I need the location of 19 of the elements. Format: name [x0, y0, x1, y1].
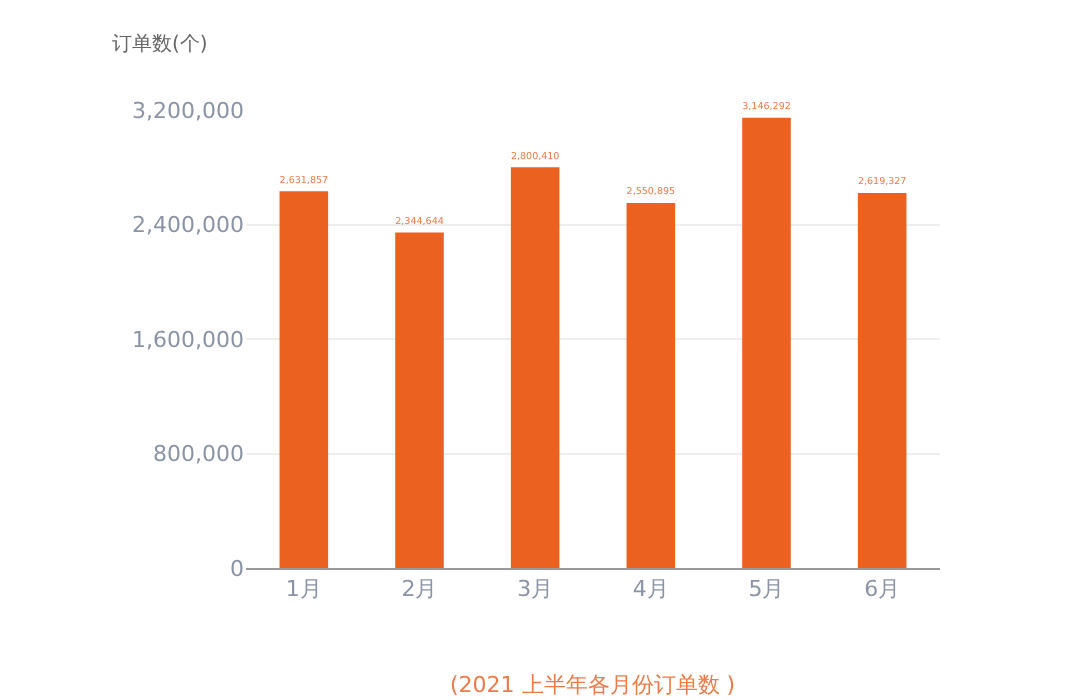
y-tick-label: 3,200,000 [132, 97, 244, 124]
text: (2021 上半年各月份订单数 ) [450, 672, 736, 698]
x-tick-label: 1月 [285, 576, 322, 603]
x-tick-label: 6月 [864, 576, 901, 603]
x-tick-label: 4月 [632, 576, 669, 603]
bar [510, 167, 560, 568]
y-tick-label: 1,600,000 [132, 326, 244, 353]
x-tick-label: 2月 [401, 576, 438, 603]
x-tick-label: 5月 [748, 576, 785, 603]
bar [857, 193, 907, 568]
y-axis-title: 订单数(个) [112, 32, 208, 56]
bar [279, 191, 329, 568]
y-tick-label: 0 [230, 555, 244, 582]
x-tick-label: 3月 [517, 576, 554, 603]
bar [395, 232, 444, 568]
bar [626, 202, 676, 568]
y-tick-label: 800,000 [153, 441, 244, 468]
bar [742, 117, 791, 568]
y-tick-label: 2,400,000 [132, 212, 244, 239]
